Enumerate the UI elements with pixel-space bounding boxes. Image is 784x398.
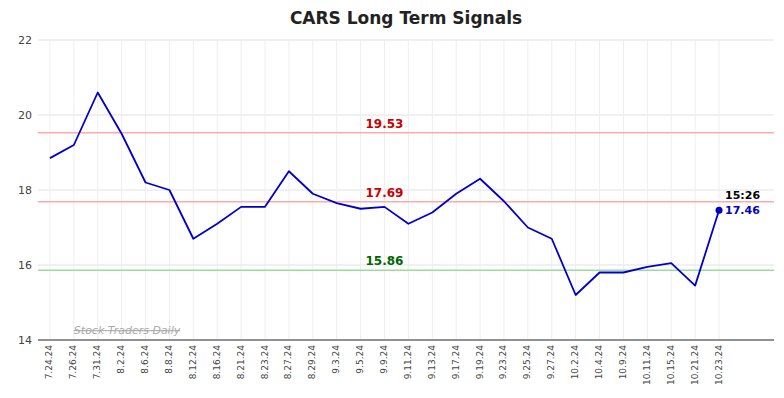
- x-tick-label: 9.27.24: [546, 345, 556, 380]
- x-tick-label: 8.2.24: [116, 345, 126, 374]
- x-grid-line: [49, 40, 50, 340]
- x-grid-line: [241, 40, 242, 340]
- x-tick-label: 8.29.24: [307, 345, 317, 380]
- x-grid-line: [671, 40, 672, 340]
- reference-label: 17.69: [366, 186, 404, 200]
- x-tick-label: 10.2.24: [570, 345, 580, 380]
- y-tick-label: 14: [18, 334, 32, 347]
- y-grid-line: [38, 340, 774, 341]
- title: CARS Long Term Signals: [290, 8, 522, 28]
- x-tick-label: 9.23.24: [498, 345, 508, 380]
- x-grid-line: [217, 40, 218, 340]
- x-tick-label: 7.31.24: [92, 345, 102, 380]
- x-grid-line: [527, 40, 528, 340]
- x-tick-label: 9.17.24: [451, 345, 461, 380]
- x-grid-line: [432, 40, 433, 340]
- reference-line: [38, 270, 774, 272]
- x-tick-label: 10.21.24: [690, 345, 700, 385]
- chart: CARS Long Term Signals 14 16 18 20 22 7.24.24 7…: [0, 0, 784, 398]
- x-grid-line: [336, 40, 337, 340]
- x-grid-line: [647, 40, 648, 340]
- y-tick-label: 20: [18, 109, 32, 122]
- y-grid-line: [38, 115, 774, 116]
- y-tick-label: 22: [18, 34, 32, 47]
- x-tick-label: 10.15.24: [666, 345, 676, 385]
- x-tick-label: 10.23.24: [714, 345, 724, 385]
- x-tick-label: 9.25.24: [522, 345, 532, 380]
- x-grid-line: [193, 40, 194, 340]
- y-grid-line: [38, 190, 774, 191]
- x-tick-label: 9.5.24: [355, 345, 365, 374]
- x-grid-line: [456, 40, 457, 340]
- x-tick-label: 9.3.24: [331, 345, 341, 374]
- grid: [38, 40, 774, 340]
- price-line: [50, 93, 719, 296]
- plot-area: [38, 93, 774, 296]
- x-tick-label: 10.4.24: [594, 345, 604, 380]
- x-tick-label: 9.13.24: [427, 345, 437, 380]
- x-grid-line: [288, 40, 289, 340]
- reference-label: 15.86: [366, 254, 404, 268]
- x-grid-line: [599, 40, 600, 340]
- x-grid-line: [312, 40, 313, 340]
- x-tick-label: 7.26.24: [68, 345, 78, 380]
- watermark: Stock Traders Daily: [74, 324, 181, 337]
- x-grid-line: [695, 40, 696, 340]
- x-tick-label: 9.19.24: [475, 345, 485, 380]
- y-tick-label: 16: [18, 259, 32, 272]
- reference-line: [38, 201, 774, 203]
- x-grid-line: [551, 40, 552, 340]
- x-tick-label: 8.16.24: [212, 345, 222, 380]
- x-tick-label: 8.21.24: [236, 345, 246, 380]
- x-tick-label: 7.24.24: [44, 345, 54, 380]
- x-grid-line: [408, 40, 409, 340]
- x-tick-label: 9.11.24: [403, 345, 413, 380]
- reference-line: [38, 132, 774, 134]
- x-tick-label: 8.8.24: [164, 345, 174, 374]
- x-grid-line: [360, 40, 361, 340]
- x-grid-line: [719, 40, 720, 340]
- x-grid-line: [480, 40, 481, 340]
- x-grid-line: [503, 40, 504, 340]
- last-point: [716, 207, 723, 214]
- y-tick-label: 18: [18, 184, 32, 197]
- x-tick-label: 8.23.24: [260, 345, 270, 380]
- x-tick-label: 8.27.24: [283, 345, 293, 380]
- annotation-value: 17.46: [725, 204, 760, 217]
- y-grid-line: [38, 40, 774, 41]
- x-tick-label: 10.11.24: [642, 345, 652, 385]
- x-grid-line: [97, 40, 98, 340]
- annotation-time: 15:26: [725, 189, 760, 202]
- x-tick-label: 8.6.24: [140, 345, 150, 374]
- x-axis: [38, 339, 774, 340]
- x-tick-label: 10.9.24: [618, 345, 628, 380]
- x-grid-line: [73, 40, 74, 340]
- x-grid-line: [265, 40, 266, 340]
- x-grid-line: [623, 40, 624, 340]
- reference-label: 19.53: [366, 117, 404, 131]
- x-grid-line: [121, 40, 122, 340]
- x-grid-line: [145, 40, 146, 340]
- x-tick-label: 8.12.24: [188, 345, 198, 380]
- x-tick-label: 9.9.24: [379, 345, 389, 374]
